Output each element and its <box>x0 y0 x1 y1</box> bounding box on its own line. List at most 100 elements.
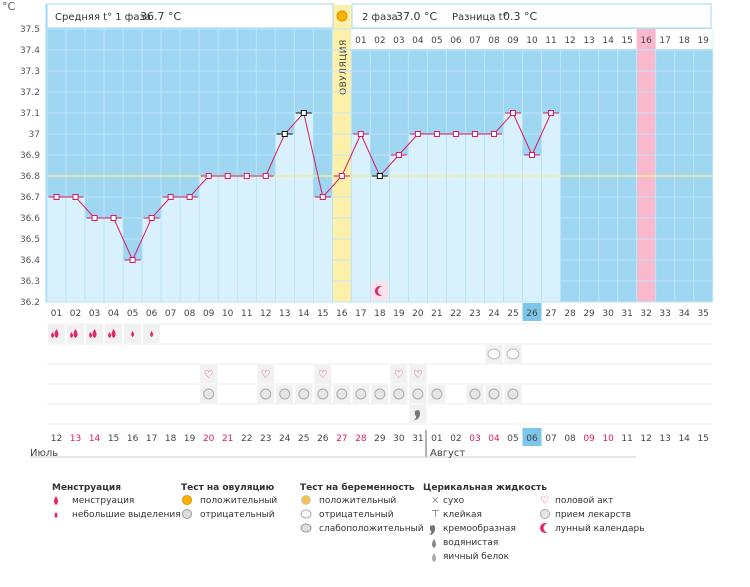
phase2-box <box>351 3 712 29</box>
temperature-marker <box>414 131 421 137</box>
temperature-bar <box>65 196 86 303</box>
legend-title: Тест на овуляцию <box>181 483 274 493</box>
cycle-day-label: 17 <box>355 309 366 319</box>
calendar-date-label: 07 <box>545 434 556 444</box>
calendar-date-label: 09 <box>583 434 595 444</box>
symptom-cell <box>257 365 275 383</box>
temperature-bar <box>84 217 105 303</box>
calendar-date-label: 21 <box>222 434 233 444</box>
calendar-date-label: 02 <box>450 434 461 444</box>
post-ovulation-day-label: 10 <box>526 36 538 46</box>
cycle-day-label: 24 <box>488 309 500 319</box>
legend-creamy-icon <box>429 525 436 535</box>
post-ovulation-day-label: 16 <box>640 36 652 46</box>
diff-value: 0.3 °C <box>503 10 537 23</box>
post-ovulation-day-label: 06 <box>450 36 462 46</box>
chart-background: ОВУЛЯЦИЯ <box>46 5 714 303</box>
post-ovulation-day-label: 17 <box>659 36 670 46</box>
legend-item: прием лекарств <box>555 510 631 520</box>
symptom-cell <box>314 365 332 383</box>
post-ovulation-day-label: 18 <box>678 36 690 46</box>
temperature-marker <box>167 194 174 200</box>
calendar-date-label: 13 <box>70 434 81 444</box>
post-ovulation-day-label: 14 <box>602 36 614 46</box>
cycle-day-label: 31 <box>621 309 632 319</box>
temperature-marker <box>281 131 288 137</box>
legend-item: положительный <box>319 496 396 506</box>
legend-item: менструация <box>72 496 134 506</box>
pill-icon <box>336 388 348 400</box>
legend-item: отрицательный <box>319 510 394 520</box>
cycle-day-label: 11 <box>241 309 252 319</box>
temperature-marker <box>357 131 364 137</box>
legend-ovulation-positive-icon <box>182 495 192 505</box>
legend-item: лунный календарь <box>555 524 645 534</box>
pill-icon <box>279 388 291 400</box>
legend-sticky-icon: ⊤ <box>431 509 440 520</box>
cycle-day-label: 14 <box>298 309 310 319</box>
calendar-date-label: 06 <box>526 434 538 444</box>
cycle-day-label: 12 <box>260 309 271 319</box>
pill-icon <box>374 388 386 400</box>
temperature-marker <box>395 152 402 158</box>
temperature-bar <box>274 133 295 303</box>
pill-icon <box>317 388 329 400</box>
temperature-bar <box>427 133 447 303</box>
calendar-date-label: 24 <box>279 434 291 444</box>
post-ovulation-day-label: 12 <box>564 36 575 46</box>
temperature-bar <box>484 133 504 303</box>
calendar-date-label: 22 <box>241 434 252 444</box>
post-ovulation-day-label: 11 <box>545 36 556 46</box>
temperature-marker <box>205 173 212 179</box>
phase2-label: 2 фаза <box>362 12 398 23</box>
temperature-marker <box>433 131 440 137</box>
cycle-day-label: 26 <box>526 309 538 319</box>
calendar-date-label: 14 <box>89 434 101 444</box>
legend-pill-icon <box>540 509 550 519</box>
temperature-marker <box>262 173 269 179</box>
cycle-day-label: 23 <box>469 309 480 319</box>
pill-icon <box>298 388 310 400</box>
temperature-bar <box>179 196 200 303</box>
legend-menstruation-icon <box>54 496 58 505</box>
temperature-bar <box>160 196 181 303</box>
heart-icon: ♡ <box>394 368 404 381</box>
post-ovulation-day-label: 13 <box>583 36 594 46</box>
temperature-bar <box>103 217 124 303</box>
temperature-bar <box>522 154 542 303</box>
calendar-date-label: 28 <box>355 434 367 444</box>
legend-eggwhite-icon <box>432 553 436 562</box>
cycle-day-label: 05 <box>127 309 138 319</box>
y-tick-label: 37.5 <box>20 25 40 35</box>
calendar-date-label: 10 <box>602 434 614 444</box>
cycle-day-label: 33 <box>659 309 670 319</box>
cycle-day-label: 10 <box>222 309 234 319</box>
heart-icon: ♡ <box>413 368 423 381</box>
temperature-marker <box>186 194 193 200</box>
post-ovulation-day-label: 19 <box>697 36 709 46</box>
phase2-value: 37.0 °C <box>396 10 437 23</box>
y-tick-label: 37.2 <box>20 88 40 98</box>
calendar-date-label: 01 <box>431 434 442 444</box>
calendar-date-label: 08 <box>564 434 576 444</box>
y-tick-label: 36.4 <box>20 256 40 266</box>
temperature-bar <box>255 175 276 303</box>
temperature-bar <box>198 175 219 303</box>
heart-icon: ♡ <box>318 368 328 381</box>
y-tick-label: 36.6 <box>20 214 40 224</box>
y-tick-label: 36.5 <box>20 235 40 245</box>
calendar-date-label: 20 <box>203 434 215 444</box>
calendar-date-label: 23 <box>260 434 271 444</box>
y-axis-unit: °C <box>2 0 16 13</box>
pill-icon <box>260 388 272 400</box>
y-tick-label: 37.3 <box>20 67 40 77</box>
temperature-line <box>48 110 560 263</box>
legend-item: положительный <box>200 496 277 506</box>
pill-icon <box>488 388 500 400</box>
temperature-marker <box>548 110 555 116</box>
heart-icon: ♡ <box>261 368 271 381</box>
cycle-day-label: 25 <box>507 309 518 319</box>
calendar-date-label: 15 <box>108 434 119 444</box>
calendar-date-label: 31 <box>412 434 423 444</box>
